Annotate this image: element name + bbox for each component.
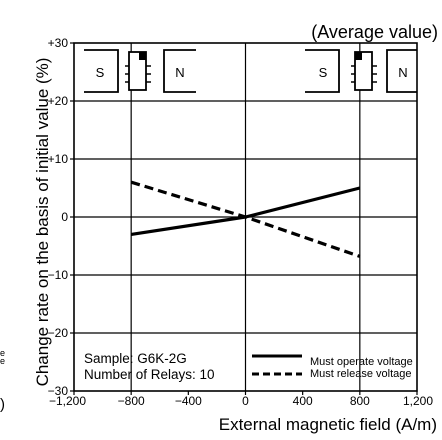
legend-label-release: Must release voltage xyxy=(310,368,412,380)
magnet-label-s-left: S xyxy=(96,65,105,80)
relay-icons: S N S N xyxy=(84,49,417,93)
relay-body-right xyxy=(354,51,373,91)
x-tick-label: 1,200 xyxy=(403,394,433,408)
magnet-label-s-right: S xyxy=(319,65,328,80)
annotation-relays: Number of Relays: 10 xyxy=(84,367,215,382)
left-fragment-3: ) xyxy=(0,396,5,413)
relay-magnet-icon-right: S N xyxy=(305,49,417,93)
relay-magnet-icon-left: S N xyxy=(84,49,196,93)
y-tick-label: +20 xyxy=(48,94,69,108)
x-axis-label: External magnetic field (A/m) xyxy=(219,415,437,434)
y-axis-label: Change rate on the basis of initial valu… xyxy=(33,58,52,387)
sample-annotation: Sample: G6K-2G Number of Relays: 10 xyxy=(84,351,215,382)
x-tick-label: 800 xyxy=(350,394,370,408)
legend: Must operate voltage Must release voltag… xyxy=(252,354,413,380)
magnet-label-n-right: N xyxy=(398,65,407,80)
magnet-bracket-s-left xyxy=(84,49,119,93)
magnet-label-n-left: N xyxy=(175,65,184,80)
x-tick-label: −400 xyxy=(175,394,202,408)
y-tick-label: +30 xyxy=(48,36,69,50)
magnet-bracket-s-right xyxy=(305,49,340,93)
y-tick-label: 0 xyxy=(61,210,68,224)
chart-title: (Average value) xyxy=(311,22,438,42)
x-tick-label: 0 xyxy=(242,394,249,408)
relay-mark-right xyxy=(355,52,362,60)
series-line-must-release xyxy=(130,180,361,258)
relay-mark-left xyxy=(139,52,146,60)
annotation-sample: Sample: G6K-2G xyxy=(84,351,187,366)
y-tick-label: −20 xyxy=(48,326,69,340)
relay-pins-left xyxy=(125,65,151,83)
magnet-bracket-n-left xyxy=(163,49,196,93)
left-fragment-2: e xyxy=(0,356,5,366)
y-tick-label: +10 xyxy=(48,152,69,166)
x-tick-label: −800 xyxy=(118,394,145,408)
x-tick-label: −1,200 xyxy=(49,394,86,408)
relay-body-left xyxy=(128,51,147,91)
magnet-bracket-n-right xyxy=(386,49,417,93)
x-tick-label: 400 xyxy=(293,394,313,408)
plot-area: −30 −20 −10 0 +10 +20 +30 −1,200 −800 −400 0 400 800… xyxy=(48,36,434,408)
left-fragment-1: e xyxy=(0,348,5,358)
legend-label-operate: Must operate voltage xyxy=(310,356,413,368)
relay-pins-right xyxy=(351,65,377,83)
y-tick-label: −30 xyxy=(48,384,69,398)
y-tick-label: −10 xyxy=(48,268,69,282)
